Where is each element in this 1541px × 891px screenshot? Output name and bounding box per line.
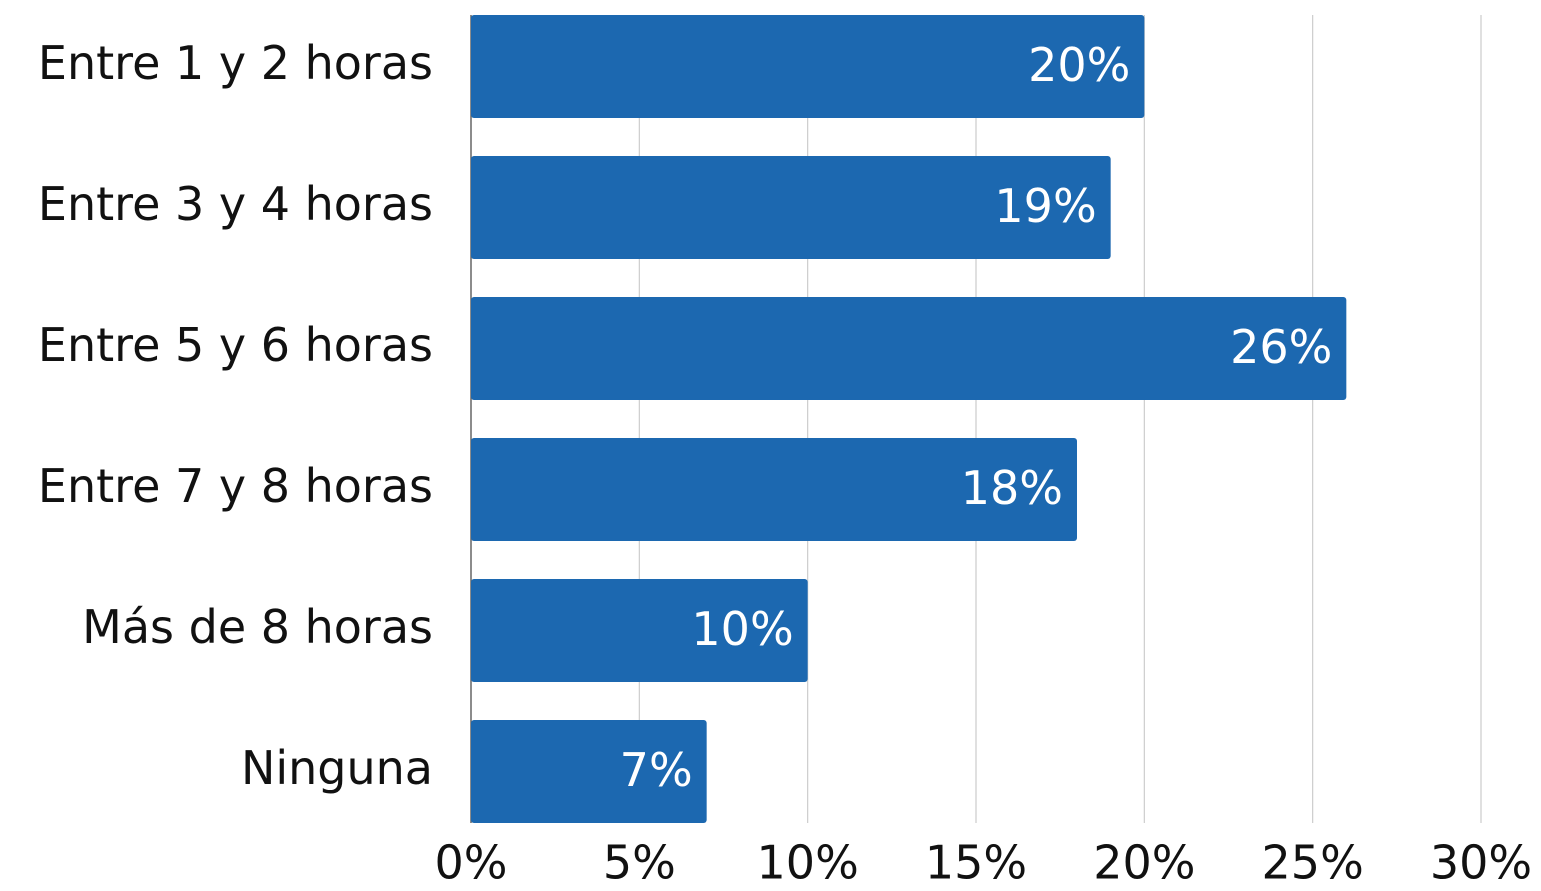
x-tick-label: 30% [1430, 836, 1532, 890]
value-label: 7% [620, 743, 693, 797]
category-label: Entre 5 y 6 horas [38, 318, 433, 372]
bar [471, 720, 707, 823]
category-label: Ninguna [241, 741, 433, 795]
x-tick-label: 15% [925, 836, 1027, 890]
value-label: 19% [994, 179, 1096, 233]
value-label: 18% [961, 461, 1063, 515]
category-label: Entre 7 y 8 horas [38, 459, 433, 513]
bar [471, 579, 808, 682]
bar [471, 156, 1111, 259]
value-label: 26% [1230, 320, 1332, 374]
bar [471, 438, 1077, 541]
bar [471, 15, 1145, 118]
x-tick-label: 25% [1262, 836, 1364, 890]
category-label: Entre 1 y 2 horas [38, 36, 433, 90]
value-label: 20% [1028, 38, 1130, 92]
x-tick-label: 10% [757, 836, 859, 890]
x-tick-label: 20% [1093, 836, 1195, 890]
value-label: 10% [691, 602, 793, 656]
category-label: Más de 8 horas [82, 600, 433, 654]
bar [471, 297, 1347, 400]
x-tick-label: 5% [603, 836, 676, 890]
category-label: Entre 3 y 4 horas [38, 177, 433, 231]
x-tick-label: 0% [435, 836, 508, 890]
